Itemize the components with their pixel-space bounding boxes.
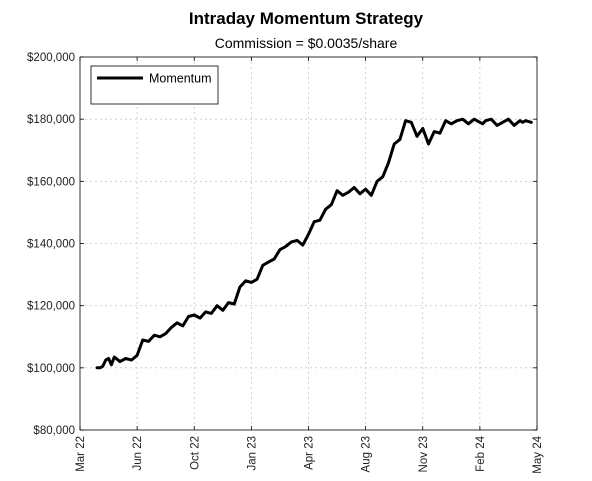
y-tick-label: $160,000 — [27, 176, 75, 188]
x-tick-label: Feb 24 — [475, 435, 487, 471]
y-tick-label: $80,000 — [33, 425, 75, 437]
x-tick-label: Oct 22 — [189, 436, 201, 470]
y-tick-label: $180,000 — [27, 114, 75, 126]
x-tick-label: Apr 23 — [304, 436, 316, 470]
chart-subtitle: Commission = $0.0035/share — [215, 35, 398, 51]
legend-box — [90, 65, 219, 105]
y-axis-ticks: $80,000 $100,000 $120,000 $140,000 $160,000 $… — [27, 52, 537, 437]
y-tick-label: $200,000 — [27, 52, 75, 64]
x-tick-label: Mar 22 — [75, 436, 87, 472]
y-tick-label: $120,000 — [27, 301, 75, 313]
x-tick-label: Nov 23 — [418, 436, 430, 472]
legend: Momentum — [90, 65, 219, 105]
series-line-momentum — [95, 117, 533, 370]
y-tick-label: $140,000 — [27, 239, 75, 251]
x-tick-label: Jun 22 — [132, 436, 144, 471]
x-tick-label: May 24 — [532, 435, 544, 473]
x-tick-label: Jan 23 — [246, 436, 258, 471]
x-axis-ticks: Mar 22 Jun 22 Oct 22 Jan 23 Apr 23 Aug 23 Nov … — [75, 57, 544, 474]
legend-label-momentum: Momentum — [149, 72, 212, 86]
x-tick-label: Aug 23 — [361, 436, 373, 472]
chart-title: Intraday Momentum Strategy — [189, 9, 424, 28]
grid — [80, 57, 537, 430]
series-lines — [95, 117, 533, 370]
y-tick-label: $100,000 — [27, 363, 75, 375]
